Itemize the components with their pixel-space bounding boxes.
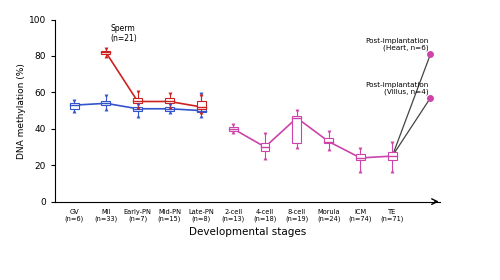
- Bar: [260, 143, 270, 151]
- Text: 4-cell
(n=18): 4-cell (n=18): [254, 209, 276, 222]
- Text: GV
(n=6): GV (n=6): [64, 209, 84, 222]
- Bar: [102, 102, 110, 105]
- Bar: [324, 138, 333, 143]
- Bar: [165, 98, 174, 103]
- Bar: [134, 98, 142, 103]
- Text: Post-implantation
(Heart, n=6): Post-implantation (Heart, n=6): [366, 38, 429, 52]
- Bar: [165, 107, 174, 111]
- Text: Late-PN
(n=8): Late-PN (n=8): [188, 209, 214, 222]
- Bar: [292, 116, 302, 143]
- Bar: [197, 107, 206, 112]
- Y-axis label: DNA methylation (%): DNA methylation (%): [17, 63, 26, 158]
- Bar: [388, 152, 396, 160]
- X-axis label: Developmental stages: Developmental stages: [189, 227, 306, 237]
- Bar: [197, 101, 206, 109]
- Bar: [102, 50, 110, 54]
- Text: Post-implantation
(Villus, n=4): Post-implantation (Villus, n=4): [366, 82, 429, 95]
- Text: 8-cell
(n=19): 8-cell (n=19): [285, 209, 308, 222]
- Bar: [356, 154, 365, 160]
- Bar: [134, 107, 142, 111]
- Bar: [228, 127, 237, 130]
- Text: 2-cell
(n=13): 2-cell (n=13): [222, 209, 245, 222]
- Text: Early-PN
(n=7): Early-PN (n=7): [124, 209, 152, 222]
- Text: Morula
(n=24): Morula (n=24): [317, 209, 340, 222]
- Bar: [70, 103, 78, 109]
- Text: MII
(n=33): MII (n=33): [94, 209, 118, 222]
- Text: Sperm
(n=21): Sperm (n=21): [110, 24, 138, 43]
- Text: TE
(n=71): TE (n=71): [380, 209, 404, 222]
- Text: Mid-PN
(n=15): Mid-PN (n=15): [158, 209, 181, 222]
- Text: ICM
(n=74): ICM (n=74): [348, 209, 372, 222]
